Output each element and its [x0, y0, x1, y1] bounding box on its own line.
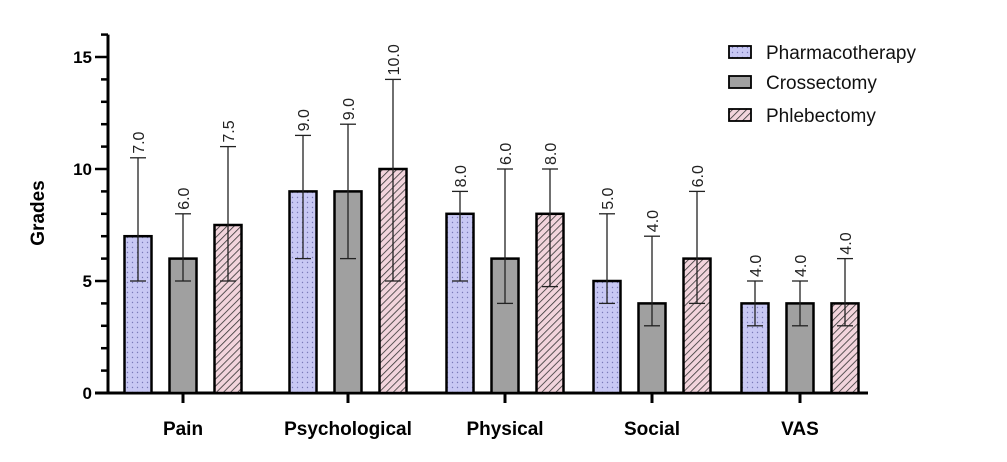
legend-swatch: [728, 75, 752, 89]
data-label: 6.0: [176, 187, 193, 209]
data-label: 9.0: [296, 109, 313, 131]
legend-label: Phlebectomy: [766, 106, 876, 127]
data-label: 5.0: [600, 187, 617, 209]
x-tick-label: VAS: [781, 419, 819, 440]
x-tick-label: Physical: [466, 419, 543, 440]
data-label: 4.0: [748, 255, 765, 277]
data-label: 7.5: [221, 120, 238, 142]
legend-label: Pharmacotherapy: [766, 43, 916, 64]
data-label: 8.0: [543, 143, 560, 165]
bars: 7.0 9.0 8.0 5.0 4.0 6.0 9.0 6.0 4.0 4.0 7.5 10.0 8.0…: [123, 44, 860, 395]
y-tick-label: 0: [83, 384, 92, 403]
legend: Pharmacotherapy Crossectomy Phlebectomy: [728, 43, 916, 127]
data-label: 4.0: [838, 232, 855, 254]
data-label: 9.0: [341, 98, 358, 120]
data-label: 7.0: [131, 131, 148, 153]
legend-swatch: [728, 45, 752, 59]
legend-label: Crossectomy: [766, 73, 877, 94]
data-label: 6.0: [498, 143, 515, 165]
data-label: 10.0: [386, 44, 403, 75]
y-tick-label: 5: [83, 272, 92, 291]
data-label: 8.0: [453, 165, 470, 187]
x-tick-label: Social: [624, 419, 680, 440]
data-label: 4.0: [645, 210, 662, 232]
y-axis-label: Grades: [28, 180, 49, 245]
y-tick-label: 15: [73, 48, 92, 67]
x-tick-label: Psychological: [284, 419, 412, 440]
y-tick-label: 10: [73, 160, 92, 179]
data-label: 6.0: [690, 165, 707, 187]
legend-swatch: [728, 108, 752, 122]
x-tick-label: Pain: [163, 419, 203, 440]
data-label: 4.0: [793, 255, 810, 277]
